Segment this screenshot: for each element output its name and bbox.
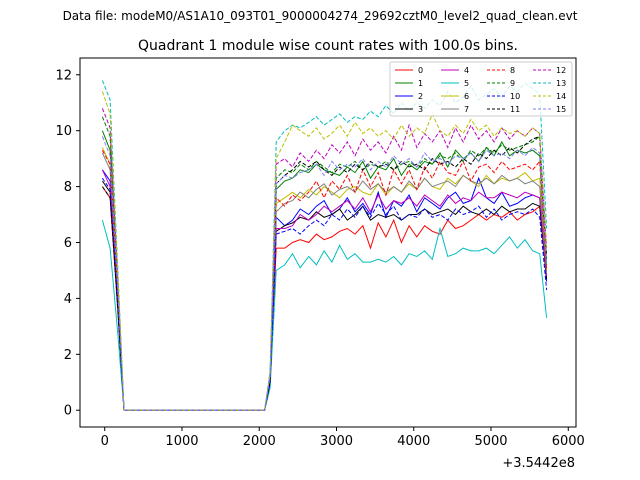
y-tick-label: 2 [64,348,72,363]
legend-label-2: 2 [418,92,423,101]
legend-label-6: 6 [464,92,469,101]
x-tick-label: 2000 [243,434,276,449]
series-line-8 [101,149,548,411]
x-tick-label: 1000 [165,434,198,449]
legend-label-13: 13 [556,79,566,88]
series-line-4 [101,169,548,411]
series-line-9 [101,116,548,411]
y-tick-label: 12 [55,68,72,83]
legend-label-15: 15 [556,105,566,114]
y-tick-label: 0 [64,404,72,419]
legend-label-0: 0 [418,66,423,75]
legend-label-8: 8 [510,66,515,75]
legend-label-10: 10 [510,92,520,101]
figure-suptitle: Data file: modeM0/AS1A10_093T01_90000042… [63,9,578,23]
plot-area [101,80,548,411]
y-tick-label: 6 [64,236,72,251]
legend-label-9: 9 [510,79,515,88]
series-line-5 [101,219,548,411]
x-offset-label: +3.5442e8 [502,456,575,471]
x-tick-label: 6000 [552,434,585,449]
x-axis: 0 1000 2000 3000 4000 5000 6000 [101,427,585,449]
series-line-0 [101,186,548,411]
legend-label-4: 4 [464,66,469,75]
x-tick-label: 0 [101,434,109,449]
series-line-12 [101,108,548,411]
legend-label-5: 5 [464,79,469,88]
y-tick-label: 10 [55,124,72,139]
series-line-1 [101,130,548,411]
legend-label-7: 7 [464,105,469,114]
legend-label-11: 11 [510,105,520,114]
series-line-3 [101,180,548,411]
series-line-10 [101,177,548,411]
x-tick-label: 4000 [397,434,430,449]
legend-box [389,61,573,117]
y-axis: 0 2 4 6 8 10 12 [55,68,80,419]
series-line-15 [101,136,548,411]
series-line-2 [101,169,548,411]
legend-label-3: 3 [418,105,423,114]
legend-label-12: 12 [556,66,566,75]
series-line-13 [101,80,548,411]
series-line-14 [101,91,548,411]
chart-title: Quadrant 1 module wise count rates with … [138,38,518,54]
x-tick-label: 5000 [474,434,507,449]
series-line-7 [101,152,548,411]
x-tick-label: 3000 [320,434,353,449]
y-tick-label: 4 [64,292,72,307]
y-tick-label: 8 [64,180,72,195]
legend-label-1: 1 [418,79,423,88]
series-line-6 [101,147,548,411]
legend-label-14: 14 [556,92,566,101]
series-line-11 [101,135,548,411]
